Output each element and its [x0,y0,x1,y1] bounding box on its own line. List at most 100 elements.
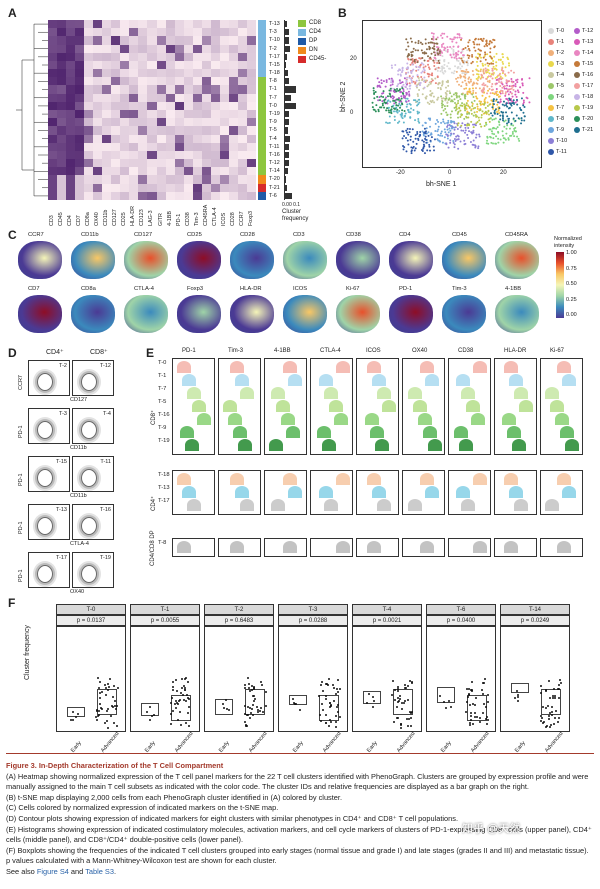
heatmap-cell [174,167,184,176]
tsne-point [415,85,418,88]
tsne-point [453,138,456,141]
box-point [247,687,250,690]
figure-s4-link[interactable]: Figure S4 [36,866,69,876]
hist-curve [466,400,480,412]
tsne-point [421,93,424,96]
tsne-point [451,125,454,128]
tsne-point [520,122,523,125]
tsne-point [457,99,460,102]
tsne-point [519,106,522,109]
tsne-point [389,95,392,98]
hist-curve [425,374,439,386]
tsne-point [414,137,417,140]
tsne-point [389,109,392,112]
heatmap-cell [93,28,103,37]
heatmap-cell [192,60,203,70]
tsne-point [491,118,494,121]
contour-cluster-label: T-11 [100,459,111,465]
heatmap-cell [84,20,94,29]
box-point [250,688,253,691]
box-point [331,683,334,686]
box-point [321,689,324,692]
tsne-point [458,36,461,39]
tsne-point [467,45,470,48]
heatmap-cell [174,36,184,45]
tsne-point [405,82,408,85]
heatmap-cell [210,134,221,143]
heatmap-cell [165,126,175,135]
tsne-point [460,57,463,60]
hist-curve [235,374,249,386]
tsne-point [464,126,467,129]
tsne-point [444,97,447,100]
tsne-point [514,85,517,88]
marker-tsne-map [283,241,327,279]
box-point [399,698,402,701]
tsne-point [447,131,450,134]
tsne-point [498,112,501,115]
tsne-point [507,71,510,74]
tsne-point [410,71,413,74]
tsne-point [441,67,444,70]
tsne-point [484,53,487,56]
heatmap-cell [129,126,139,135]
tsne-point [425,141,428,144]
tsne-point [446,114,449,117]
tsne-point [418,98,421,101]
table-s3-link[interactable]: Table S3 [85,866,114,876]
tsne-point [472,123,475,126]
cluster-label: T-6 [269,192,277,199]
heatmap-cell [228,175,239,184]
tsne-point [520,109,523,112]
box-point [393,698,396,701]
heatmap-cell [120,69,130,78]
heatmap-cell [48,191,58,201]
tsne-point [424,96,427,99]
colorbar-tick: 1.00 [566,250,577,256]
tsne-point [474,113,477,116]
tsne-point [517,91,520,94]
tsne-point [432,36,435,39]
tsne-point [478,109,481,112]
tsne-point [405,79,408,82]
tsne-xtick: -20 [396,170,405,176]
tsne-point [428,68,431,71]
box-point [408,718,411,721]
heatmap-cell [210,167,221,176]
tsne-legend-dot [574,61,580,67]
tsne-point [397,83,400,86]
subset-strip-cell [258,175,266,184]
tsne-point [507,58,510,61]
tsne-point [512,124,515,127]
marker-tsne-map [18,295,62,333]
box-point [329,720,332,723]
tsne-point [455,70,458,73]
heatmap-cell [138,101,148,111]
tsne-point [434,57,437,60]
tsne-point [423,76,426,79]
box-point [299,709,302,712]
tsne-legend-dot [574,116,580,122]
heatmap-cell [111,142,121,152]
heatmap-cell [246,150,257,160]
heatmap-cell [246,134,257,143]
tsne-point [453,70,456,73]
heatmap-cell [237,77,248,86]
tsne-point [440,130,443,133]
hist-curve [240,499,254,511]
tsne-point [453,128,456,131]
tsne-point [386,95,389,98]
box-point [329,701,332,704]
heatmap-cell [102,126,112,135]
heatmap-cell [48,126,58,135]
box-point [76,712,79,715]
box-point [177,702,180,705]
tsne-point [429,139,432,142]
tsne-point [393,115,396,118]
tsne-point [397,73,400,76]
tsne-legend-label: T-9 [556,127,565,133]
tsne-point [475,136,478,139]
tsne-point [405,100,408,103]
box-point [557,721,560,724]
tsne-point [392,97,395,100]
